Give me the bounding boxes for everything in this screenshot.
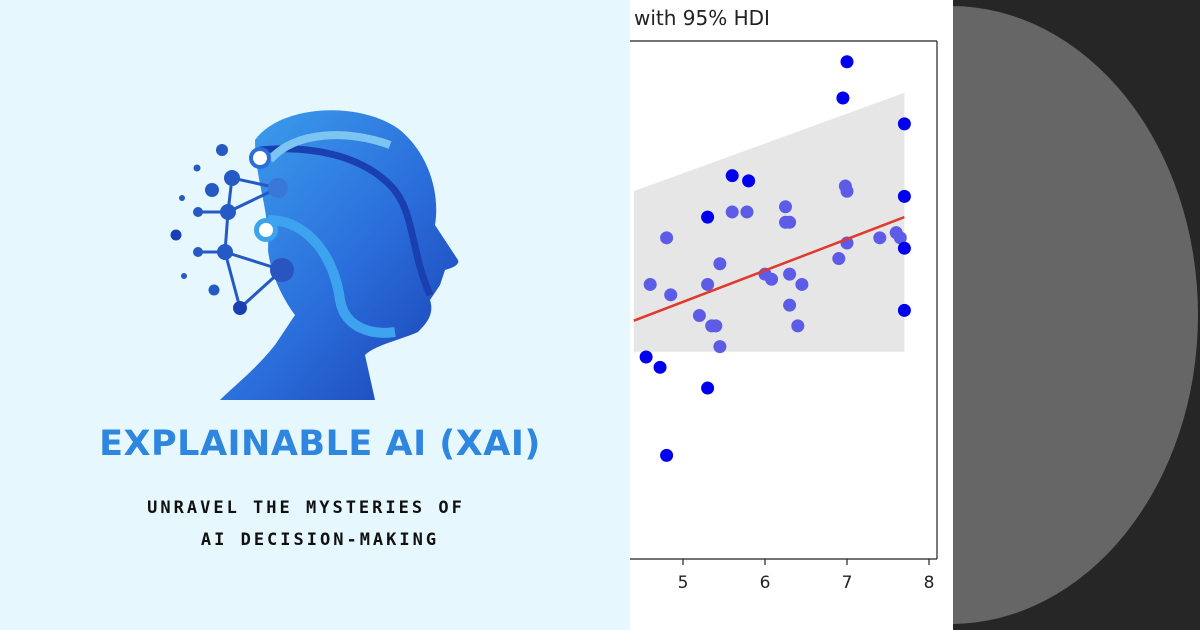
points-inside-hdi	[643, 179, 907, 354]
data-point	[639, 350, 653, 364]
data-point	[765, 272, 779, 286]
x-tick-label: 5	[678, 573, 689, 593]
data-point	[713, 257, 727, 271]
data-point	[692, 309, 706, 323]
data-point	[779, 200, 792, 214]
hdi-band	[633, 92, 905, 352]
points-outside-hdi	[639, 55, 911, 462]
data-point	[713, 340, 727, 354]
data-point	[664, 288, 678, 302]
x-tick-label: 8	[924, 573, 935, 593]
data-point	[660, 448, 674, 462]
scatter-chart: with 95% HDI 5 6 7 8	[630, 0, 953, 630]
chart-title: with 95% HDI	[634, 6, 770, 30]
data-point	[897, 117, 911, 131]
data-point	[873, 231, 887, 245]
data-point	[740, 205, 754, 219]
grey-half-circle-shape	[953, 6, 1198, 624]
data-point	[893, 231, 907, 245]
brand-panel: EXPLAINABLE AI (XAI) UNRAVEL THE MYSTERI…	[99, 110, 541, 550]
data-point	[838, 179, 852, 193]
data-point	[783, 298, 797, 312]
data-point	[836, 91, 850, 105]
data-point	[840, 55, 854, 69]
data-point	[643, 277, 657, 291]
chart-plot-area: 5 6 7 8	[630, 40, 938, 593]
data-point	[725, 205, 739, 219]
regression-line	[633, 215, 905, 322]
decorative-dark-panel	[953, 0, 1200, 630]
data-point	[897, 189, 911, 203]
data-point	[725, 169, 739, 183]
data-point	[783, 267, 797, 281]
data-point	[897, 241, 911, 255]
x-tick-label: 7	[842, 573, 853, 593]
data-point	[709, 319, 723, 333]
x-axis-ticks: 5 6 7 8	[678, 559, 935, 593]
data-point	[742, 174, 756, 188]
tagline-line-1: UNRAVEL THE MYSTERIES OF	[147, 498, 465, 518]
ai-head-network-icon	[170, 110, 459, 400]
brand-title: EXPLAINABLE AI (XAI)	[99, 424, 541, 464]
data-point	[653, 360, 667, 374]
data-point	[832, 252, 846, 266]
data-point	[795, 277, 809, 291]
data-point	[701, 210, 715, 224]
x-tick-label: 6	[760, 573, 771, 593]
data-point	[897, 303, 911, 317]
data-point	[701, 277, 715, 291]
tagline-line-2: AI DECISION-MAKING	[200, 530, 440, 550]
data-point	[791, 319, 805, 333]
data-point	[701, 381, 715, 395]
data-point	[660, 231, 674, 245]
data-point	[783, 215, 797, 229]
